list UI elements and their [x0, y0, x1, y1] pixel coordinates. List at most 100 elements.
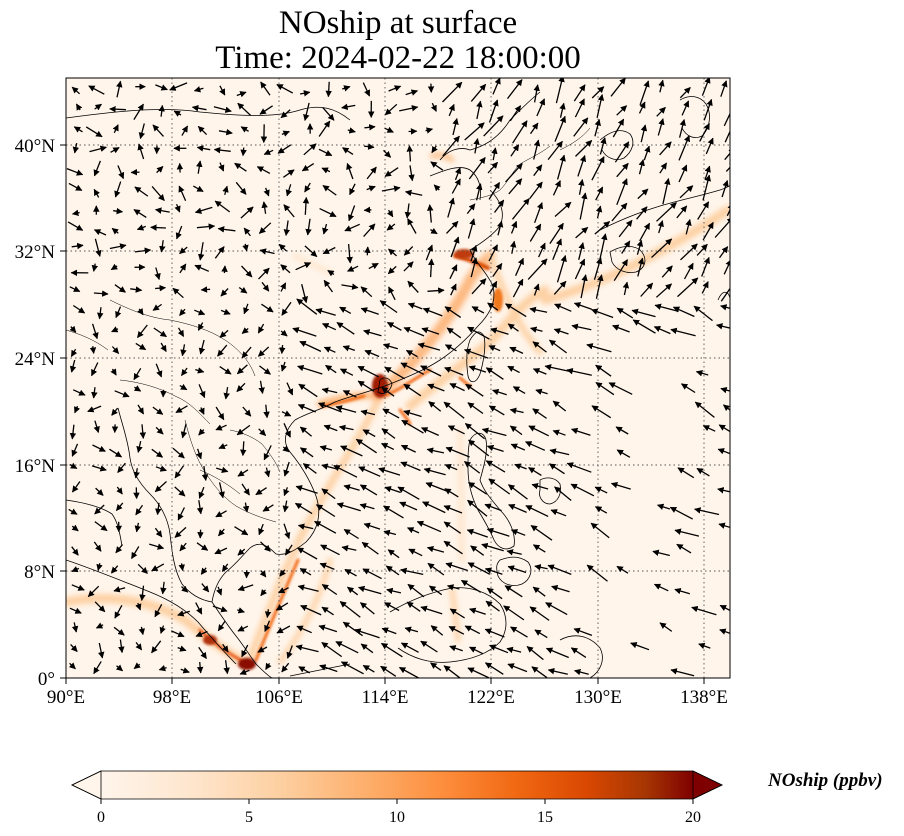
wind-vector-arrow	[94, 504, 105, 515]
wind-vector-arrow	[111, 326, 119, 333]
wind-vector-arrow	[492, 262, 503, 277]
wind-vector-arrow	[446, 584, 460, 591]
wind-vector-arrow	[152, 303, 162, 311]
wind-vector-arrow	[133, 662, 141, 670]
wind-vector-arrow	[219, 329, 229, 338]
wind-vector-arrow	[243, 303, 250, 315]
wind-vector-arrow	[181, 125, 189, 136]
wind-vector-arrow	[92, 444, 106, 452]
wind-vector-arrow	[717, 448, 730, 455]
wind-vector-arrow	[446, 221, 459, 234]
wind-vector-arrow	[470, 257, 478, 278]
map-time-subtitle: Time: 2024-02-22 18:00:00	[215, 40, 581, 76]
wind-vector-arrow	[159, 625, 166, 634]
wind-vector-arrow	[463, 348, 489, 359]
wind-vector-arrow	[279, 569, 286, 577]
wind-vector-arrow	[534, 564, 548, 571]
wind-vector-arrow	[507, 663, 528, 673]
wind-vector-arrow	[430, 102, 437, 112]
wind-vector-arrow	[93, 541, 102, 552]
wind-vector-arrow	[616, 105, 628, 116]
wind-vector-arrow	[296, 298, 318, 315]
wind-vector-arrow	[137, 563, 148, 574]
x-tick-label: 114°E	[362, 687, 409, 708]
wind-vector-field	[66, 78, 730, 678]
wind-vector-arrow	[234, 526, 249, 536]
wind-vector-arrow	[357, 365, 379, 378]
wind-vector-arrow	[357, 380, 375, 392]
wind-vector-arrow	[236, 91, 247, 98]
wind-vector-arrow	[426, 447, 445, 454]
wind-vector-arrow	[573, 302, 592, 310]
wind-vector-arrow	[404, 626, 419, 633]
wind-vector-arrow	[507, 484, 528, 500]
wind-vector-arrow	[446, 327, 462, 339]
wind-vector-arrow	[510, 529, 526, 536]
wind-vector-arrow	[655, 283, 672, 298]
wind-vector-arrow	[467, 218, 476, 239]
wind-vector-arrow	[237, 625, 249, 632]
wind-vector-arrow	[469, 646, 484, 655]
wind-vector-arrow	[680, 243, 698, 261]
wind-vector-arrow	[403, 383, 422, 397]
wind-vector-arrow	[198, 384, 206, 399]
wind-vector-arrow	[319, 208, 337, 218]
wind-vector-arrow	[91, 387, 98, 399]
wind-vector-arrow	[384, 103, 398, 116]
wind-vector-arrow	[386, 223, 396, 231]
wind-vector-arrow	[325, 81, 332, 98]
wind-vector-arrow	[346, 586, 359, 596]
wind-vector-arrow	[431, 145, 438, 154]
wind-vector-arrow	[407, 527, 420, 534]
wind-vector-arrow	[133, 209, 147, 218]
wind-vector-arrow	[170, 630, 185, 638]
wind-vector-arrow	[154, 207, 170, 214]
wind-vector-arrow	[554, 303, 572, 312]
wind-vector-arrow	[284, 544, 293, 556]
wind-vector-arrow	[657, 118, 665, 136]
wind-vector-arrow	[512, 120, 528, 144]
wind-vector-arrow	[488, 244, 498, 262]
wind-vector-arrow	[240, 441, 247, 457]
wind-vector-arrow	[636, 239, 643, 255]
wind-vector-arrow	[155, 426, 164, 435]
wind-vector-arrow	[652, 549, 670, 557]
wind-vector-arrow	[534, 629, 548, 639]
wind-vector-arrow	[93, 188, 100, 198]
wind-vector-arrow	[297, 364, 323, 375]
wind-vector-arrow	[442, 81, 463, 103]
wind-vector-arrow	[488, 345, 501, 352]
wind-vector-arrow	[678, 164, 688, 183]
wind-vector-arrow	[699, 123, 710, 142]
wind-vector-arrow	[426, 545, 445, 553]
wind-vector-arrow	[135, 602, 142, 611]
wind-vector-arrow	[382, 343, 398, 350]
wind-vector-arrow	[94, 238, 102, 257]
colorbar-title: NOship (ppbv)	[768, 770, 883, 791]
wind-vector-arrow	[488, 99, 499, 123]
wind-vector-arrow	[93, 661, 102, 675]
wind-vector-arrow	[215, 510, 227, 518]
wind-vector-arrow	[639, 80, 650, 106]
wind-vector-arrow	[318, 624, 338, 633]
wind-vector-arrow	[299, 340, 322, 352]
wind-vector-arrow	[381, 185, 401, 192]
wind-vector-arrow	[404, 203, 412, 219]
wind-vector-arrow	[488, 405, 505, 416]
wind-vector-arrow	[70, 348, 78, 357]
wind-vector-arrow	[403, 261, 414, 272]
wind-vector-arrow	[158, 664, 167, 672]
wind-vector-arrow	[701, 256, 710, 277]
wind-vector-arrow	[177, 327, 185, 337]
wind-vector-arrow	[421, 327, 440, 335]
wind-vector-arrow	[221, 265, 228, 274]
wind-vector-arrow	[241, 346, 252, 359]
wind-vector-arrow	[97, 307, 104, 320]
wind-vector-arrow	[493, 199, 505, 213]
wind-vector-arrow	[573, 668, 589, 676]
wind-vector-arrow	[154, 527, 163, 538]
wind-vector-arrow	[528, 467, 542, 476]
wind-vector-arrow	[174, 465, 185, 479]
colorbar-gradient	[101, 771, 693, 799]
wind-vector-arrow	[574, 258, 586, 280]
